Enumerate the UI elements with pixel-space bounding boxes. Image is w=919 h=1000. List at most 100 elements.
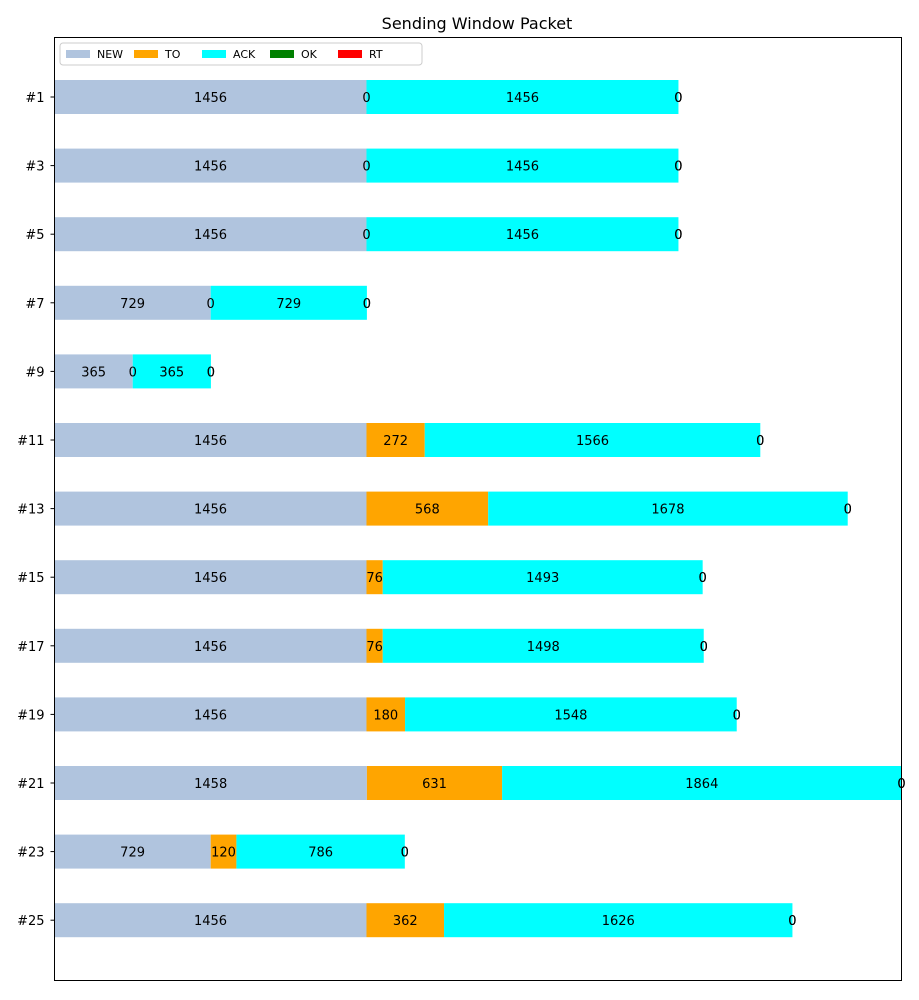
bar-segment-to — [366, 491, 489, 526]
bar-value-label: 0 — [699, 571, 707, 586]
bar-value-label: 362 — [393, 914, 418, 929]
bar-value-label: 0 — [401, 846, 409, 861]
chart-title: Sending Window Packet — [382, 14, 573, 33]
bar-value-label: 0 — [401, 846, 409, 861]
bar-value-label: 0 — [756, 434, 764, 449]
bar-value-label: 631 — [422, 777, 447, 792]
data-labels-layer: 1456 0 1456 0 0 1456 0 1456 0 0 1456 0 1456 0 0 729 0 729… — [81, 91, 905, 929]
y-tick-label: #23 — [17, 846, 44, 861]
bar-segment-ack — [502, 766, 902, 800]
bar-value-label: 1458 — [194, 777, 227, 792]
bar-value-label: 1456 — [194, 434, 227, 449]
bar-value-label: 729 — [276, 297, 301, 312]
bar-value-label: 1493 — [526, 571, 559, 586]
bar-value-label: 729 — [120, 846, 145, 861]
bar-segment-new — [54, 766, 367, 800]
bar-value-label: 0 — [362, 91, 370, 106]
bar-segment-ack — [366, 80, 679, 114]
bar-segment-new — [54, 148, 367, 183]
bar-value-label: 0 — [700, 640, 708, 655]
bar-value-label: 1456 — [194, 91, 227, 106]
bar-segment-ack — [366, 217, 679, 252]
bar-value-label: 0 — [674, 160, 682, 175]
bar-segment-new — [54, 80, 367, 114]
bar-segment-new — [54, 560, 367, 595]
bar-segment-to — [366, 628, 383, 663]
bar-value-label: 0 — [362, 160, 370, 175]
bar-value-label: 1498 — [527, 640, 560, 655]
bar-value-label: 0 — [844, 503, 852, 518]
bar-value-label: 76 — [366, 571, 383, 586]
bar-segment-to — [366, 560, 383, 595]
bar-value-label: 0 — [362, 228, 370, 243]
y-tick-label: #13 — [17, 503, 44, 518]
bar-segment-ack — [382, 560, 703, 595]
bar-segment-to — [210, 834, 237, 869]
bar-value-label: 0 — [733, 708, 741, 723]
bars-layer — [54, 80, 902, 938]
bar-value-label: 0 — [129, 365, 137, 380]
legend-label: RT — [369, 48, 383, 61]
y-tick-label: #17 — [17, 640, 44, 655]
bar-value-label: 365 — [81, 365, 106, 380]
bar-segment-ack — [405, 697, 737, 732]
bar-value-label: 1456 — [194, 503, 227, 518]
legend-swatch — [66, 50, 90, 58]
y-tick-label: #11 — [17, 434, 44, 449]
bar-value-label: 1456 — [194, 640, 227, 655]
bar-value-label: 1456 — [506, 91, 539, 106]
y-tick-label: #5 — [25, 228, 44, 243]
bar-segment-new — [54, 834, 211, 869]
bar-value-label: 786 — [308, 846, 333, 861]
bar-value-label: 1456 — [194, 228, 227, 243]
bar-value-label: 1456 — [194, 914, 227, 929]
bar-value-label: 120 — [211, 846, 236, 861]
legend-swatch — [270, 50, 294, 58]
bar-value-label: 1678 — [651, 503, 684, 518]
bar-segment-ack — [366, 148, 679, 183]
bar-value-label: 0 — [788, 914, 796, 929]
bar-segment-to — [366, 903, 445, 938]
bar-value-label: 729 — [120, 297, 145, 312]
bar-segment-ack — [236, 834, 405, 869]
bar-segment-ack — [382, 628, 704, 663]
bar-segment-new — [54, 491, 367, 526]
bar-value-label: 0 — [207, 297, 215, 312]
legend-swatch — [338, 50, 362, 58]
legend-swatch — [202, 50, 226, 58]
bar-segment-new — [54, 217, 367, 252]
y-tick-label: #3 — [25, 160, 44, 175]
bar-segment-to — [366, 766, 503, 800]
bar-value-label: 1566 — [576, 434, 609, 449]
bar-value-label: 0 — [756, 434, 764, 449]
bar-value-label: 0 — [674, 91, 682, 106]
bar-value-label: 1456 — [506, 228, 539, 243]
bar-value-label: 0 — [674, 91, 682, 106]
bar-value-label: 1626 — [602, 914, 635, 929]
bar-value-label: 0 — [674, 160, 682, 175]
bar-value-label: 0 — [363, 297, 371, 312]
legend-label: OK — [301, 48, 318, 61]
bar-segment-new — [54, 285, 211, 320]
bar-value-label: 1548 — [554, 708, 587, 723]
bar-value-label: 1864 — [685, 777, 718, 792]
bar-segment-ack — [488, 491, 848, 526]
legend-label: TO — [164, 48, 181, 61]
bar-value-label: 0 — [207, 365, 215, 380]
bar-value-label: 272 — [383, 434, 408, 449]
legend-label: NEW — [97, 48, 123, 61]
bar-value-label: 568 — [415, 503, 440, 518]
bar-segment-ack — [444, 903, 793, 938]
bar-value-label: 1456 — [194, 160, 227, 175]
bar-value-label: 1456 — [194, 708, 227, 723]
bar-value-label: 1456 — [194, 571, 227, 586]
bar-segment-new — [54, 423, 367, 457]
y-tick-label: #15 — [17, 571, 44, 586]
legend-label: ACK — [233, 48, 256, 61]
bar-value-label: 365 — [159, 365, 184, 380]
bar-value-label: 76 — [366, 640, 383, 655]
legend-swatch — [134, 50, 158, 58]
y-tick-label: #9 — [25, 365, 44, 380]
